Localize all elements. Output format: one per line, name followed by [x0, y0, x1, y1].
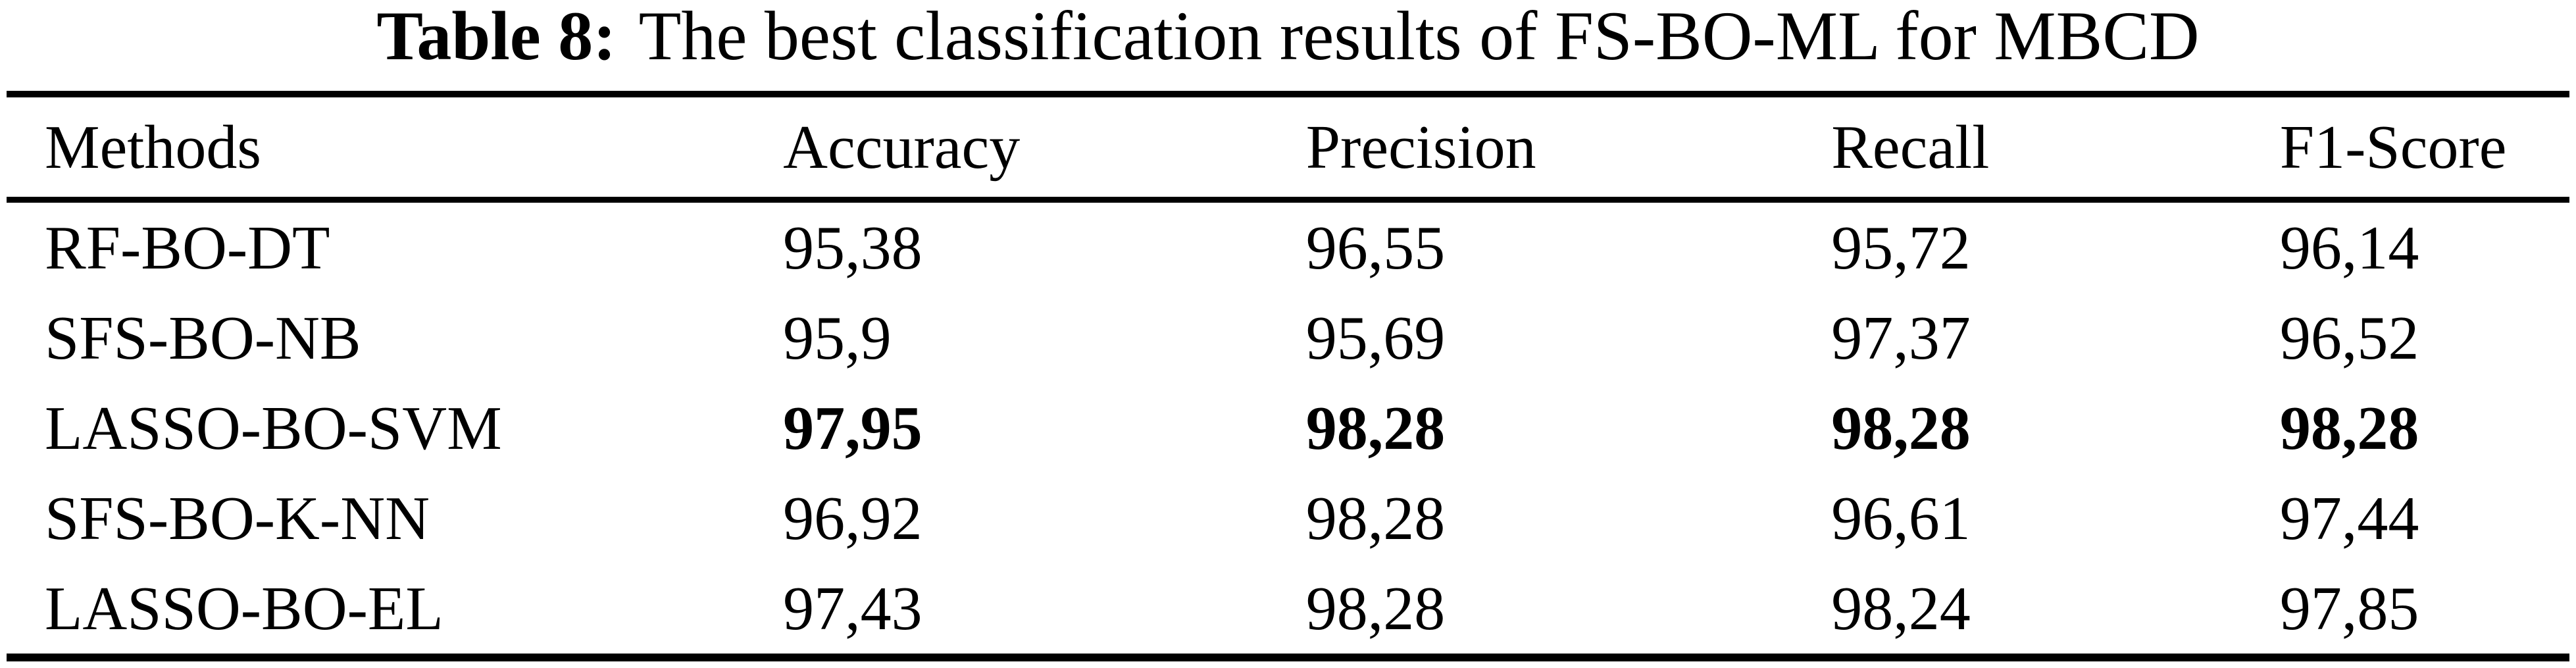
cell-accuracy: 96,92 — [783, 484, 922, 553]
cell-precision: 95,69 — [1305, 303, 1446, 373]
table-caption: Table 8: The best classification results … — [0, 0, 2576, 72]
cell-method: RF-BO-DT — [45, 213, 330, 282]
cell-method: LASSO-BO-SVM — [45, 394, 502, 463]
cell-accuracy: 95,9 — [783, 303, 892, 373]
cell-recall: 98,28 — [1831, 394, 1971, 463]
cell-f1-score: 97,44 — [2279, 484, 2419, 553]
cell-accuracy: 95,38 — [783, 213, 922, 282]
cell-precision: 98,28 — [1305, 394, 1446, 463]
results-table: Methods Accuracy Precision Recall F1-Sco… — [7, 91, 2569, 661]
table-header-row: Methods Accuracy Precision Recall F1-Sco… — [7, 94, 2569, 203]
cell-recall: 96,61 — [1831, 484, 1971, 553]
cell-method: LASSO-BO-EL — [45, 574, 443, 643]
cell-method: SFS-BO-NB — [45, 303, 361, 373]
cell-f1-score: 97,85 — [2279, 574, 2419, 643]
cell-method: SFS-BO-K-NN — [45, 484, 430, 553]
cell-precision: 98,28 — [1305, 484, 1446, 553]
table-row: RF-BO-DT 95,38 96,55 95,72 96,14 — [7, 200, 2569, 294]
table-row: SFS-BO-K-NN 96,92 98,28 96,61 97,44 — [7, 473, 2569, 563]
cell-accuracy: 97,43 — [783, 574, 922, 643]
cell-recall: 97,37 — [1831, 303, 1971, 373]
cell-precision: 98,28 — [1305, 574, 1446, 643]
table-caption-text: The best classification results of FS-BO… — [638, 0, 2200, 74]
cell-recall: 95,72 — [1831, 213, 1971, 282]
cell-recall: 98,24 — [1831, 574, 1971, 643]
header-f1-score: F1-Score — [2279, 94, 2569, 203]
table-row: SFS-BO-NB 95,9 95,69 97,37 96,52 — [7, 293, 2569, 383]
table-row-best: LASSO-BO-SVM 97,95 98,28 98,28 98,28 — [7, 383, 2569, 473]
table-row: LASSO-BO-EL 97,43 98,28 98,24 97,85 — [7, 563, 2569, 657]
table-caption-number: Table 8: — [376, 0, 617, 74]
header-methods: Methods — [7, 94, 784, 203]
cell-f1-score: 96,14 — [2279, 213, 2419, 282]
cell-accuracy: 97,95 — [783, 394, 922, 463]
header-accuracy: Accuracy — [783, 94, 1306, 203]
header-precision: Precision — [1305, 94, 1832, 203]
cell-f1-score: 96,52 — [2279, 303, 2419, 373]
header-recall: Recall — [1831, 94, 2280, 203]
cell-precision: 96,55 — [1305, 213, 1446, 282]
cell-f1-score: 98,28 — [2279, 394, 2419, 463]
